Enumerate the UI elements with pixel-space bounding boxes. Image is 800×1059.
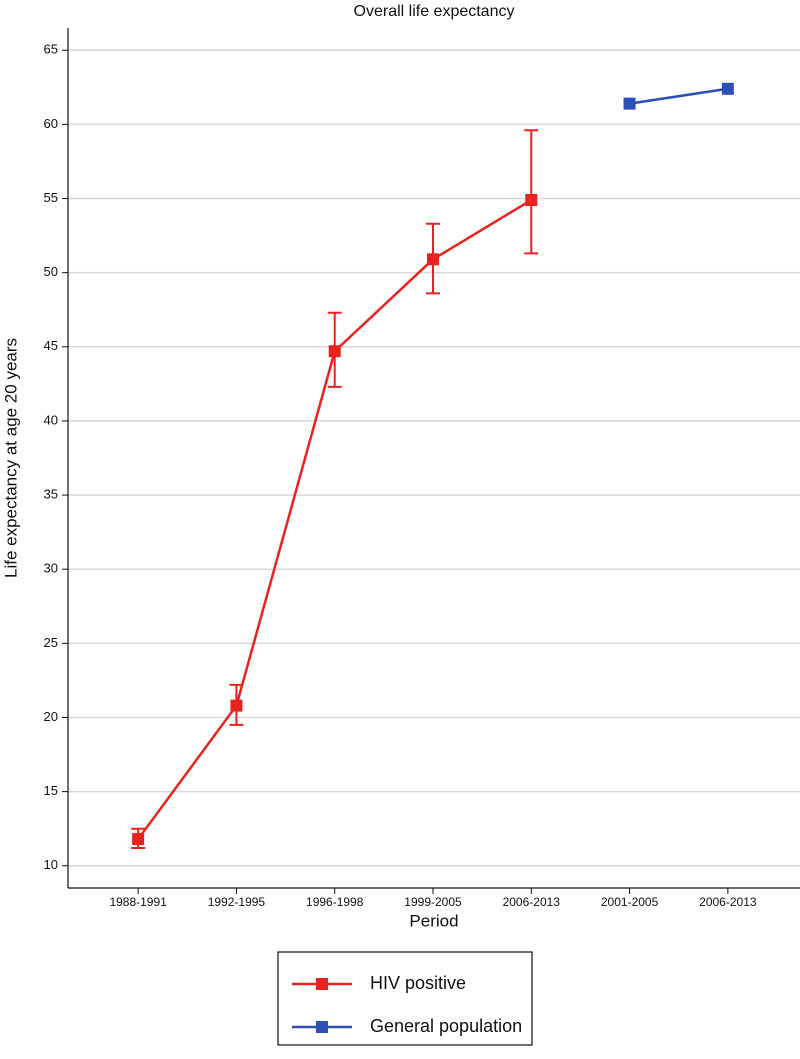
- y-tick-label: 50: [44, 264, 58, 279]
- marker: [623, 97, 636, 110]
- x-tick-label: 2006-2013: [503, 895, 561, 909]
- marker: [132, 833, 145, 846]
- legend-swatch-marker: [316, 978, 328, 990]
- chart-title: Overall life expectancy: [354, 3, 515, 20]
- x-tick-label: 1988-1991: [109, 895, 167, 909]
- legend-label: HIV positive: [370, 973, 466, 993]
- y-axis-label: Life expectancy at age 20 years: [1, 338, 20, 578]
- marker: [721, 82, 734, 95]
- series-line: [629, 87, 729, 105]
- x-tick-label: 1999-2005: [404, 895, 462, 909]
- y-tick-label: 20: [44, 709, 58, 724]
- y-tick-label: 25: [44, 635, 58, 650]
- x-axis-label: Period: [409, 911, 458, 930]
- y-tick-label: 10: [44, 857, 58, 872]
- y-tick-label: 15: [44, 783, 58, 798]
- y-tick-label: 40: [44, 412, 58, 427]
- error-bar: [524, 129, 539, 255]
- x-tick-label: 2006-2013: [699, 895, 757, 909]
- x-tick-label: 1992-1995: [208, 895, 266, 909]
- marker: [427, 253, 439, 266]
- y-tick-label: 45: [44, 338, 58, 353]
- series-line: [137, 198, 532, 840]
- x-tick-label: 1996-1998: [306, 895, 364, 909]
- marker: [525, 194, 538, 206]
- y-tick-label: 65: [44, 42, 58, 57]
- marker: [230, 699, 243, 712]
- y-tick-label: 35: [44, 487, 58, 502]
- marker: [328, 345, 341, 358]
- y-tick-label: 55: [44, 190, 58, 205]
- y-tick-label: 30: [44, 561, 58, 576]
- legend-swatch-marker: [316, 1021, 328, 1033]
- legend-label: General population: [370, 1016, 522, 1036]
- y-tick-label: 60: [44, 116, 58, 131]
- x-tick-label: 2001-2005: [601, 895, 659, 909]
